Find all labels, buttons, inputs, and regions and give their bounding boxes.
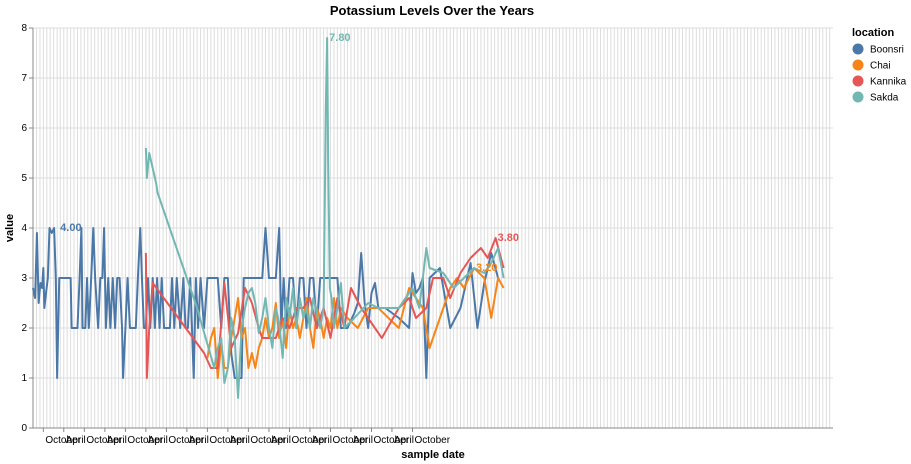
x-axis-title: sample date (401, 449, 465, 461)
annotations: 4.00 7.80 3.20 3.80 (60, 32, 519, 274)
y-tick-label: 3 (21, 273, 27, 284)
legend-symbol-sakda (852, 91, 864, 103)
x-tick-label: October (333, 435, 369, 446)
y-axis: 0 1 2 3 4 5 6 7 8 (21, 23, 34, 434)
legend-symbol-chai (852, 59, 864, 71)
legend-label-sakda: Sakda (870, 93, 899, 104)
legend-title: location (852, 27, 894, 39)
y-tick-label: 0 (21, 423, 27, 434)
annotation-label-kannika: 3.80 (498, 232, 519, 244)
x-tick-label: April (230, 435, 250, 446)
annotation-label-sakda: 7.80 (329, 32, 350, 44)
x-tick-label: October (127, 435, 163, 446)
x-tick-label: October (45, 435, 81, 446)
x-tick-label: October (209, 435, 245, 446)
legend-label-chai: Chai (870, 61, 891, 72)
x-tick-label: October (292, 435, 328, 446)
x-tick-label: October (86, 435, 122, 446)
series-line-kannika (144, 237, 505, 379)
x-tick-label: April (148, 435, 168, 446)
legend-items: Boonsri Chai Kannika Sakda (852, 43, 907, 104)
legend-label-boonsri: Boonsri (870, 45, 904, 56)
legend-symbol-boonsri (852, 43, 864, 55)
plot-area (32, 37, 505, 399)
legend-label-kannika: Kannika (870, 77, 907, 88)
x-tick-label: April (66, 435, 86, 446)
x-tick-label: April (107, 435, 127, 446)
x-tick-label: April (271, 435, 291, 446)
series-line-sakda (144, 37, 505, 399)
x-tick-label: October (168, 435, 204, 446)
y-tick-label: 8 (21, 23, 27, 34)
x-tick-label: April (353, 435, 373, 446)
annotation-label-chai: 3.20 (476, 262, 497, 274)
y-tick-label: 7 (21, 73, 27, 84)
x-tick-label: April (394, 435, 414, 446)
y-tick-label: 1 (21, 373, 27, 384)
x-tick-label: April (189, 435, 209, 446)
y-axis-title: value (4, 214, 16, 242)
y-tick-label: 2 (21, 323, 27, 334)
x-tick-label: April (312, 435, 332, 446)
series-line-boonsri (32, 227, 500, 379)
y-tick-label: 6 (21, 123, 27, 134)
series-line-chai (206, 267, 505, 379)
chart-grid (32, 27, 833, 429)
x-tick-label: October (374, 435, 410, 446)
annotation-label-boonsri: 4.00 (60, 222, 81, 234)
x-tick-label: October (415, 435, 451, 446)
y-tick-label: 4 (21, 223, 27, 234)
chart-title: Potassium Levels Over the Years (330, 3, 534, 18)
legend-symbol-kannika (852, 75, 864, 87)
x-tick-label: October (250, 435, 286, 446)
y-tick-label: 5 (21, 173, 27, 184)
legend: location Boonsri Chai Kannika Sakda (852, 27, 907, 104)
